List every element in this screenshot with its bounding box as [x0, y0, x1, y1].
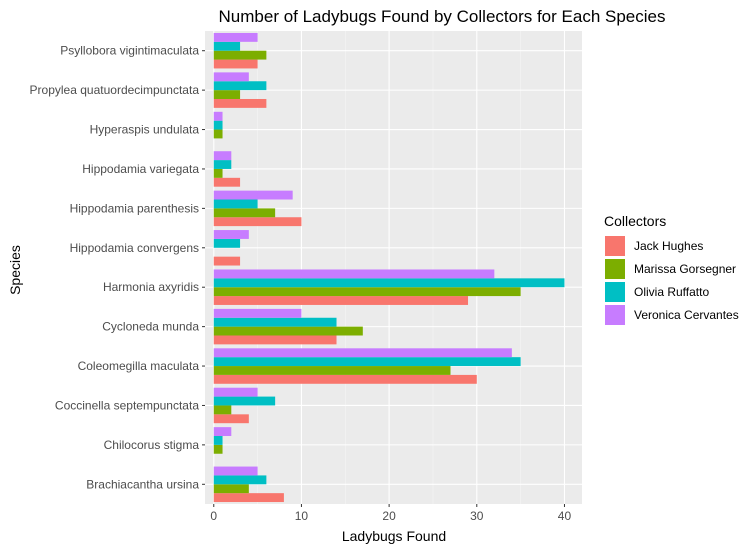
- y-tick-label: Propylea quatuordecimpunctata: [30, 83, 200, 97]
- bar: [213, 269, 495, 279]
- bar: [213, 493, 284, 503]
- grid-minor: [257, 31, 521, 504]
- bar: [213, 199, 258, 209]
- bar: [213, 466, 258, 476]
- legend-title: Collectors: [604, 213, 666, 229]
- bar: [213, 168, 223, 178]
- bar: [213, 177, 241, 187]
- bar: [213, 59, 258, 69]
- bar: [213, 72, 249, 82]
- legend-key: [605, 236, 625, 256]
- bar: [213, 444, 223, 454]
- bar: [213, 190, 293, 200]
- x-tick-label: 30: [470, 509, 484, 523]
- bar: [213, 208, 276, 218]
- bar: [213, 308, 302, 318]
- y-tick-label: Brachiacantha ursina: [86, 477, 199, 491]
- bar: [213, 287, 521, 297]
- bar: [213, 357, 521, 367]
- legend-label: Olivia Ruffatto: [634, 285, 709, 299]
- bar: [213, 484, 249, 494]
- y-tick-label: Psyllobora vigintimaculata: [60, 44, 199, 58]
- bar: [213, 230, 249, 239]
- bar: [213, 436, 223, 445]
- legend-key: [605, 259, 625, 279]
- x-axis-ticks: 0 10 20 30 40: [210, 504, 571, 523]
- bar: [213, 387, 258, 397]
- bar: [213, 98, 267, 108]
- bar: [213, 81, 267, 91]
- bar: [213, 160, 232, 169]
- y-axis-title: Species: [7, 245, 23, 295]
- legend-label: Veronica Cervantes: [634, 308, 739, 322]
- x-tick-label: 20: [382, 509, 396, 523]
- y-tick-label: Harmonia axyridis: [103, 280, 199, 294]
- y-axis-ticks: Brachiacantha ursina Chilocorus stigma Coc…: [30, 44, 205, 491]
- bar: [213, 335, 337, 345]
- legend-label: Marissa Gorsegner: [634, 262, 736, 276]
- y-tick-label: Coleomegilla maculata: [78, 359, 200, 373]
- bar: [213, 278, 565, 288]
- x-tick-label: 0: [210, 509, 217, 523]
- legend-label: Jack Hughes: [634, 239, 703, 253]
- plot-panel: [205, 31, 582, 504]
- bar: [213, 317, 337, 327]
- chart-title: Number of Ladybugs Found by Collectors f…: [219, 7, 666, 26]
- bar: [213, 217, 302, 227]
- bar: [213, 296, 469, 305]
- y-tick-label: Hippodamia parenthesis: [70, 201, 199, 215]
- bar: [213, 414, 249, 424]
- x-axis-title: Ladybugs Found: [342, 528, 446, 544]
- bar: [213, 238, 241, 248]
- y-tick-label: Coccinella septempunctata: [55, 398, 199, 412]
- legend-items: Jack Hughes Marissa Gorsegner Olivia Ruffa…: [605, 236, 739, 325]
- bar: [213, 129, 223, 139]
- bar: [213, 405, 232, 415]
- x-tick-label: 40: [558, 509, 572, 523]
- y-tick-label: Chilocorus stigma: [104, 438, 200, 452]
- legend-key: [605, 305, 625, 325]
- bar: [213, 366, 451, 375]
- bars: [213, 32, 565, 503]
- bar: [213, 111, 223, 121]
- bar: [213, 41, 241, 51]
- bar: [213, 256, 241, 266]
- y-tick-label: Hippodamia variegata: [82, 162, 199, 176]
- bar: [213, 475, 267, 485]
- y-tick-label: Cycloneda munda: [102, 320, 199, 334]
- bar: [213, 326, 363, 336]
- bar: [213, 427, 232, 437]
- y-tick-label: Hyperaspis undulata: [90, 123, 200, 137]
- bar: [213, 151, 232, 161]
- bar: [213, 374, 477, 384]
- legend: Collectors Jack Hughes Marissa Gorsegner O…: [604, 213, 739, 325]
- y-tick-label: Hippodamia convergens: [70, 241, 199, 255]
- bar: [213, 32, 258, 42]
- legend-key: [605, 282, 625, 302]
- bar: [213, 348, 512, 358]
- bar: [213, 396, 276, 406]
- bar: [213, 50, 267, 60]
- bar: [213, 120, 223, 130]
- bar: [213, 90, 241, 99]
- x-tick-label: 10: [295, 509, 309, 523]
